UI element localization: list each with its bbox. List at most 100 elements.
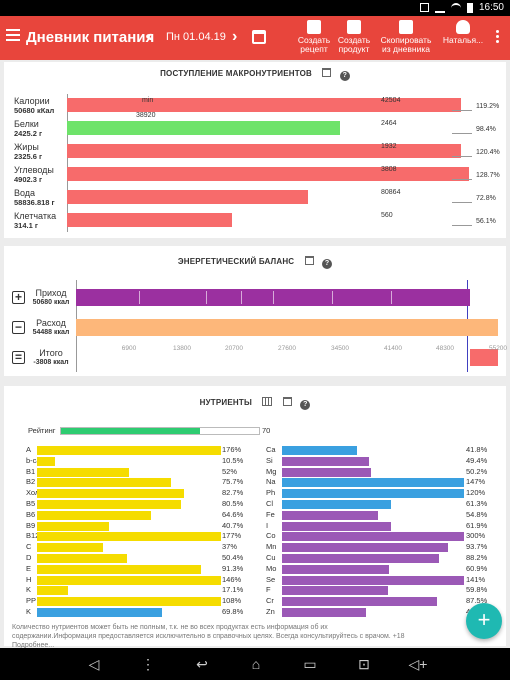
nutrients-disclaimer[interactable]: Количество нутриентов может быть не полн… (12, 624, 405, 649)
chevron-left-icon[interactable]: ‹ (147, 28, 153, 45)
nutrient-bar (282, 467, 371, 477)
nutrients-card: НУТРИЕНТЫ ? Рейтинг 70 A 176% b-car 10.5% B1… (4, 386, 506, 649)
energy-ticks: 6900 13800 20700 27600 34500 41400 48300 55200 (4, 345, 507, 355)
macro-label: Белки 2425.2 г (14, 119, 42, 139)
nutrient-percent: 61.3% (466, 499, 488, 508)
macro-label: Клетчатка 314.1 г (14, 211, 56, 231)
nutrient-label: b-car (26, 455, 44, 465)
macro-percent: 128.7% (476, 172, 500, 179)
nutrient-percent: 176% (222, 445, 242, 454)
help-icon[interactable]: ? (339, 71, 350, 81)
nutrient-percent: 80.5% (222, 499, 244, 508)
chevron-right-icon[interactable]: › (232, 28, 238, 45)
table-icon[interactable] (262, 397, 273, 406)
macro-amount: 314.1 г (14, 221, 38, 230)
nutrient-percent: 10.5% (222, 455, 244, 465)
nutrient-percent: 146% (222, 574, 242, 584)
macro-row: Белки 2425.2 г 2464 98.4% (4, 119, 506, 141)
nutrient-label: B9 (26, 520, 36, 530)
macro-bar (67, 190, 308, 204)
nutrients-title: НУТРИЕНТЫ (199, 398, 253, 407)
nutrient-bar (37, 564, 201, 574)
overflow-icon[interactable]: ⋮ (141, 656, 155, 672)
energy-balance-card: ЭНЕРГЕТИЧЕСКИЙ БАЛАНС ? + Приход 50680 кка… (4, 246, 507, 376)
energy-bar-segment (139, 291, 140, 304)
nutrient-bar (37, 467, 129, 477)
macro-min-value: 38920 (136, 112, 156, 119)
current-date[interactable]: Пн 01.04.19 (166, 31, 226, 43)
macro-percent: 120.4% (476, 149, 500, 156)
calendar-icon[interactable] (252, 30, 266, 44)
nutrient-bar (282, 521, 391, 531)
nutrient-percent: 108% (222, 596, 242, 606)
nutrient-bar (37, 532, 221, 542)
status-time: 16:50 (478, 2, 504, 13)
screenshot-icon[interactable]: ⊡ (358, 656, 370, 672)
calendar-icon[interactable] (304, 256, 314, 265)
macro-label: Калории 50680 кКал (14, 96, 54, 116)
energy-tick-label: 20700 (224, 345, 244, 352)
calendar-icon[interactable] (322, 68, 332, 77)
user-account-button[interactable]: Наталья... (440, 20, 486, 45)
macro-percent: 72.8% (476, 195, 496, 202)
nutrient-percent: 17.1% (222, 585, 244, 595)
nutrient-label: F (266, 585, 271, 595)
energy-sign-icon: + (12, 291, 25, 304)
back-icon[interactable]: ↩ (196, 656, 208, 672)
volume-up-icon[interactable]: ◁+ (408, 656, 428, 672)
nutrient-percent: 37% (222, 542, 238, 552)
energy-sign-icon: = (12, 351, 25, 364)
create-recipe-button[interactable]: Создать рецепт (294, 20, 334, 54)
energy-tick-label: 48300 (435, 345, 455, 352)
status-bar: 16:50 (0, 0, 510, 16)
macro-name: Вода (14, 188, 36, 198)
recents-icon[interactable]: ▭ (303, 656, 317, 672)
home-icon[interactable]: ⌂ (251, 656, 261, 672)
user-icon (456, 20, 470, 34)
energy-sign-icon: − (12, 321, 25, 334)
macronutrients-title: ПОСТУПЛЕНИЕ МАКРОНУТРИЕНТОВ (160, 69, 313, 78)
volume-down-icon[interactable]: ◁ (88, 656, 100, 672)
calendar-icon[interactable] (282, 397, 292, 406)
nutrient-bar (282, 586, 388, 596)
energy-amount: 54488 ккал (32, 329, 70, 336)
nutrient-bar (37, 489, 184, 499)
macro-target-line (452, 156, 472, 157)
nutrient-label: C (26, 542, 32, 552)
copy-from-diary-button[interactable]: Скопировать из дневника (376, 20, 436, 54)
nutrient-percent: 41.8% (466, 445, 488, 454)
nutrient-label: Mg (266, 466, 277, 476)
add-button[interactable]: + (466, 603, 502, 639)
macro-amount: 50680 кКал (14, 106, 55, 115)
nutrient-label: I (266, 520, 269, 530)
macro-name: Углеводы (14, 165, 54, 175)
more-options-icon[interactable] (496, 30, 500, 45)
copy-icon (399, 20, 413, 34)
recipe-icon (307, 20, 321, 34)
nutrient-label: Mo (266, 563, 277, 573)
nutrient-label: Mn (266, 542, 277, 552)
macro-target-line (452, 202, 472, 203)
nutrient-bar (282, 597, 437, 607)
nutrient-percent: 87.5% (466, 596, 488, 606)
nutrient-label: B2 (26, 477, 36, 487)
create-product-button[interactable]: Создать продукт (334, 20, 374, 54)
macro-percent: 56.1% (476, 218, 496, 225)
macro-value: 560 (381, 212, 393, 219)
macro-value: 2464 (381, 120, 397, 127)
nutrient-percent: 300% (466, 531, 486, 541)
macro-amount: 2325.6 г (14, 152, 43, 161)
help-icon[interactable]: ? (300, 400, 311, 410)
energy-bar (76, 319, 498, 336)
nutrient-bar (282, 478, 464, 488)
macro-value: 42504 (381, 97, 401, 104)
macro-bar (67, 167, 469, 181)
nutrient-bar (282, 489, 464, 499)
menu-icon[interactable] (6, 29, 20, 45)
nutrient-percent: 60.9% (466, 563, 488, 573)
energy-label: Приход 50680 ккал (28, 288, 74, 308)
help-icon[interactable]: ? (322, 259, 333, 269)
nutrient-percent: 49.4% (466, 455, 488, 465)
macro-bar (67, 213, 232, 227)
energy-bar-segment (241, 291, 242, 304)
